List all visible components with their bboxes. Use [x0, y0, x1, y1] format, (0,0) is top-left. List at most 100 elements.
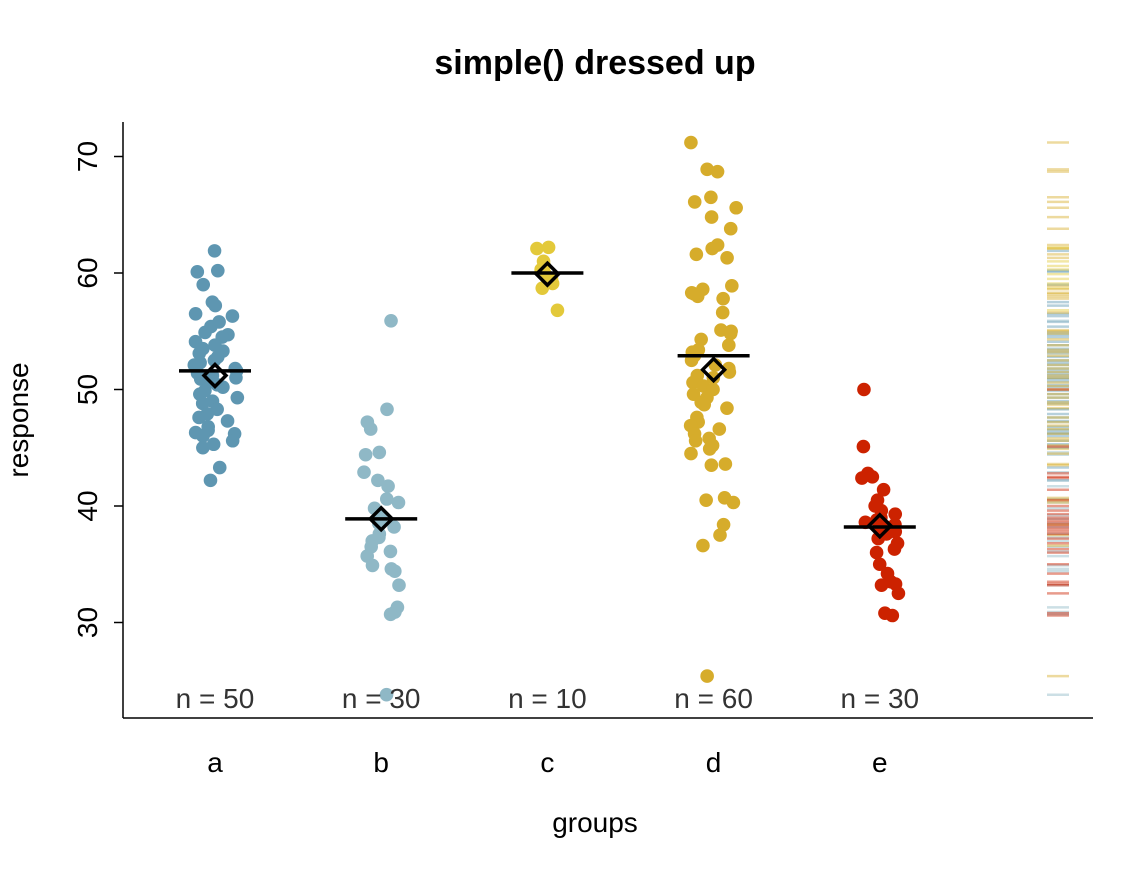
data-point: [365, 558, 380, 573]
data-point: [210, 263, 225, 278]
y-tick-label: 60: [72, 257, 103, 288]
y-axis-title: response: [3, 362, 34, 477]
data-point: [383, 544, 398, 559]
data-point: [891, 586, 906, 601]
data-point: [855, 471, 869, 485]
data-point: [716, 517, 731, 532]
data-point: [705, 241, 719, 256]
data-point: [380, 402, 394, 417]
mean-diamond: [700, 356, 728, 384]
data-point: [207, 244, 222, 258]
data-point: [706, 371, 721, 385]
chart-title: simple() dressed up: [434, 44, 755, 82]
data-point: [856, 439, 871, 454]
group-b: n = 30: [342, 313, 421, 714]
mean-diamond: [866, 512, 894, 540]
data-point: [388, 564, 402, 579]
y-tick-label: 30: [72, 607, 103, 638]
data-point: [869, 545, 884, 560]
data-point: [713, 528, 727, 542]
data-point: [379, 687, 394, 702]
data-point: [724, 324, 738, 339]
mean-diamond: [533, 260, 561, 288]
y-tick-label: 40: [72, 490, 103, 521]
data-point: [550, 303, 565, 318]
data-point: [712, 422, 727, 436]
data-point: [188, 306, 203, 321]
data-point: [207, 353, 222, 368]
data-point: [206, 437, 221, 452]
x-tick-label: e: [872, 747, 888, 778]
data-point: [699, 493, 713, 507]
data-point: [198, 325, 212, 340]
data-point: [700, 669, 714, 683]
data-point: [689, 247, 704, 262]
data-point: [718, 457, 733, 471]
data-point: [230, 390, 245, 405]
data-point: [383, 607, 398, 622]
data-point: [729, 200, 743, 215]
x-tick-label: d: [706, 747, 722, 778]
data-point: [872, 557, 887, 572]
data-point: [704, 190, 718, 205]
data-point: [696, 538, 710, 553]
y-tick-label: 70: [72, 141, 103, 172]
data-point: [687, 195, 702, 209]
data-point: [381, 479, 395, 493]
plot-area: 30 40 50 60 70 a b c d e n = 50 n = 30 n = 10 n = 60 n…: [72, 122, 1093, 778]
data-point: [220, 414, 235, 428]
data-point: [722, 338, 736, 353]
data-point: [723, 221, 738, 236]
mean-diamond: [367, 505, 395, 533]
data-point: [684, 446, 698, 461]
data-point: [857, 382, 871, 397]
x-axis-title: groups: [552, 807, 638, 838]
data-point: [225, 309, 240, 323]
data-point: [885, 608, 900, 623]
data-point: [887, 542, 902, 556]
data-point: [358, 447, 373, 462]
data-point: [196, 440, 210, 455]
data-point: [190, 265, 205, 279]
data-point: [192, 410, 206, 425]
data-point: [195, 396, 210, 411]
data-point: [704, 210, 719, 224]
mean-diamond: [201, 362, 229, 389]
data-point: [371, 473, 385, 488]
data-point: [710, 164, 725, 179]
data-point: [687, 287, 701, 301]
count-label: n = 10: [508, 683, 587, 714]
data-point: [725, 279, 739, 293]
data-point: [384, 313, 398, 328]
data-point: [888, 507, 903, 521]
data-point: [208, 298, 223, 313]
group-c: n = 10: [508, 240, 587, 714]
data-point: [686, 375, 700, 390]
group-a: n = 50: [176, 244, 255, 714]
data-point: [212, 460, 227, 475]
data-point: [372, 445, 387, 460]
data-point: [876, 482, 891, 497]
data-point: [196, 429, 210, 443]
data-point: [229, 371, 243, 385]
x-tick-label: b: [373, 747, 389, 778]
data-point: [530, 241, 544, 256]
data-point: [865, 470, 880, 484]
data-point: [700, 162, 714, 177]
rug-plot: [1047, 141, 1069, 696]
count-label: n = 30: [840, 683, 919, 714]
data-point: [726, 495, 741, 510]
data-point: [363, 422, 378, 436]
data-point: [392, 578, 406, 593]
count-label: n = 50: [176, 683, 255, 714]
count-label: n = 30: [342, 683, 421, 714]
data-point: [541, 240, 556, 255]
count-label: n = 60: [674, 683, 753, 714]
y-tick-label: 50: [72, 374, 103, 405]
data-point: [688, 433, 703, 448]
data-point: [196, 277, 211, 292]
data-point: [720, 401, 734, 415]
data-point: [391, 495, 406, 510]
group-e: n = 30: [840, 382, 919, 714]
